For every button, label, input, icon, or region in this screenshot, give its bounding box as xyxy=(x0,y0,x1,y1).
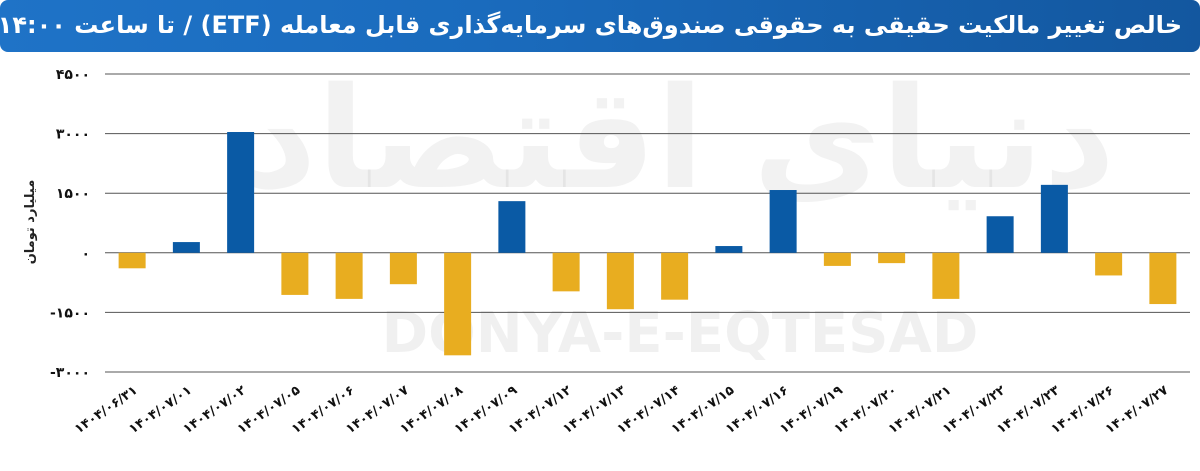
bar xyxy=(444,252,472,356)
bar xyxy=(172,242,200,253)
bars xyxy=(118,132,1177,356)
bar xyxy=(389,252,417,285)
bar xyxy=(281,252,309,295)
bar xyxy=(227,132,255,253)
title-bar: خالص تغییر مالکیت حقیقی به حقوقی صندوق‌ه… xyxy=(0,0,1200,52)
bar-chart: دنیای اقتصاد DONYA-E-EQTESAD ۴۵۰۰ ۳۰۰۰ ۱۵۰… xyxy=(23,58,1190,437)
watermark: دنیای اقتصاد DONYA-E-EQTESAD xyxy=(245,58,1115,366)
bar xyxy=(715,246,743,253)
watermark-persian: دنیای اقتصاد xyxy=(245,58,1115,221)
bar xyxy=(118,252,146,269)
bar xyxy=(498,201,526,253)
y-axis-label: میلیارد تومان xyxy=(23,180,38,265)
x-axis-ticks: ۱۴۰۴/۰۶/۳۱۱۴۰۴/۰۷/۰۱۱۴۰۴/۰۷/۰۲۱۴۰۴/۰۷/۰۵… xyxy=(72,383,1171,437)
bar xyxy=(932,252,960,299)
bar xyxy=(661,252,689,300)
bar xyxy=(1040,184,1068,253)
bar xyxy=(1149,252,1177,305)
bar xyxy=(769,190,797,253)
y-tick-label: -۳۰۰۰ xyxy=(50,365,90,381)
y-tick-label: -۱۵۰۰ xyxy=(50,305,90,321)
y-tick-label: ۴۵۰۰ xyxy=(56,67,90,83)
bar xyxy=(878,252,906,264)
bar xyxy=(1095,252,1123,276)
bar xyxy=(606,252,634,310)
bar xyxy=(335,252,363,299)
bar xyxy=(552,252,580,292)
watermark-latin: DONYA-E-EQTESAD xyxy=(382,301,979,366)
y-tick-label: ۱۵۰۰ xyxy=(56,186,90,202)
bar xyxy=(823,252,851,266)
chart-title: خالص تغییر مالکیت حقیقی به حقوقی صندوق‌ه… xyxy=(0,11,1182,39)
y-tick-label: ۰ xyxy=(81,246,90,262)
y-tick-label: ۳۰۰۰ xyxy=(56,127,90,143)
y-axis-ticks: ۴۵۰۰ ۳۰۰۰ ۱۵۰۰ ۰ -۱۵۰۰ -۳۰۰۰ xyxy=(50,67,90,381)
bar xyxy=(986,216,1014,253)
